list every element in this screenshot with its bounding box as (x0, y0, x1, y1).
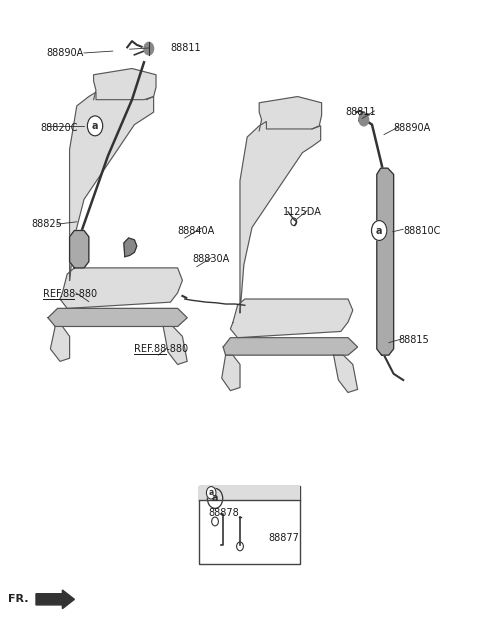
Text: 88877: 88877 (269, 533, 300, 543)
Text: 88830A: 88830A (192, 254, 229, 264)
Text: 88811: 88811 (170, 43, 201, 53)
Polygon shape (223, 338, 358, 355)
Text: a: a (212, 493, 218, 503)
Polygon shape (334, 355, 358, 392)
Polygon shape (377, 168, 394, 355)
Text: 88890A: 88890A (394, 123, 431, 133)
Polygon shape (163, 326, 187, 364)
Text: 88840A: 88840A (178, 226, 215, 235)
Text: a: a (209, 488, 214, 497)
Text: 88810C: 88810C (403, 226, 441, 235)
Text: 88820C: 88820C (41, 123, 78, 133)
Polygon shape (259, 97, 322, 131)
Bar (199, 486, 300, 564)
Circle shape (87, 116, 103, 136)
Text: REF.88-880: REF.88-880 (43, 289, 97, 299)
Bar (199, 486, 300, 500)
Text: a: a (92, 121, 98, 131)
Text: 88825: 88825 (31, 219, 62, 229)
Text: 88878: 88878 (209, 508, 240, 518)
Text: 88890A: 88890A (47, 48, 84, 58)
Polygon shape (70, 231, 89, 268)
Circle shape (206, 487, 216, 499)
Polygon shape (240, 121, 321, 313)
Polygon shape (48, 308, 187, 326)
Polygon shape (124, 238, 137, 257)
Text: a: a (376, 226, 383, 235)
Text: REF.88-880: REF.88-880 (134, 344, 189, 354)
Text: FR.: FR. (8, 594, 29, 604)
FancyArrow shape (36, 590, 74, 609)
Circle shape (144, 42, 154, 55)
Polygon shape (50, 326, 70, 361)
Text: 88815: 88815 (398, 335, 429, 345)
Text: 1125DA: 1125DA (283, 207, 322, 217)
Polygon shape (222, 355, 240, 391)
Polygon shape (94, 69, 156, 100)
Circle shape (359, 113, 369, 126)
Polygon shape (70, 92, 154, 280)
Polygon shape (230, 299, 353, 338)
Text: 88811: 88811 (346, 107, 376, 117)
Circle shape (207, 488, 223, 508)
Circle shape (372, 221, 387, 240)
Polygon shape (60, 268, 182, 308)
